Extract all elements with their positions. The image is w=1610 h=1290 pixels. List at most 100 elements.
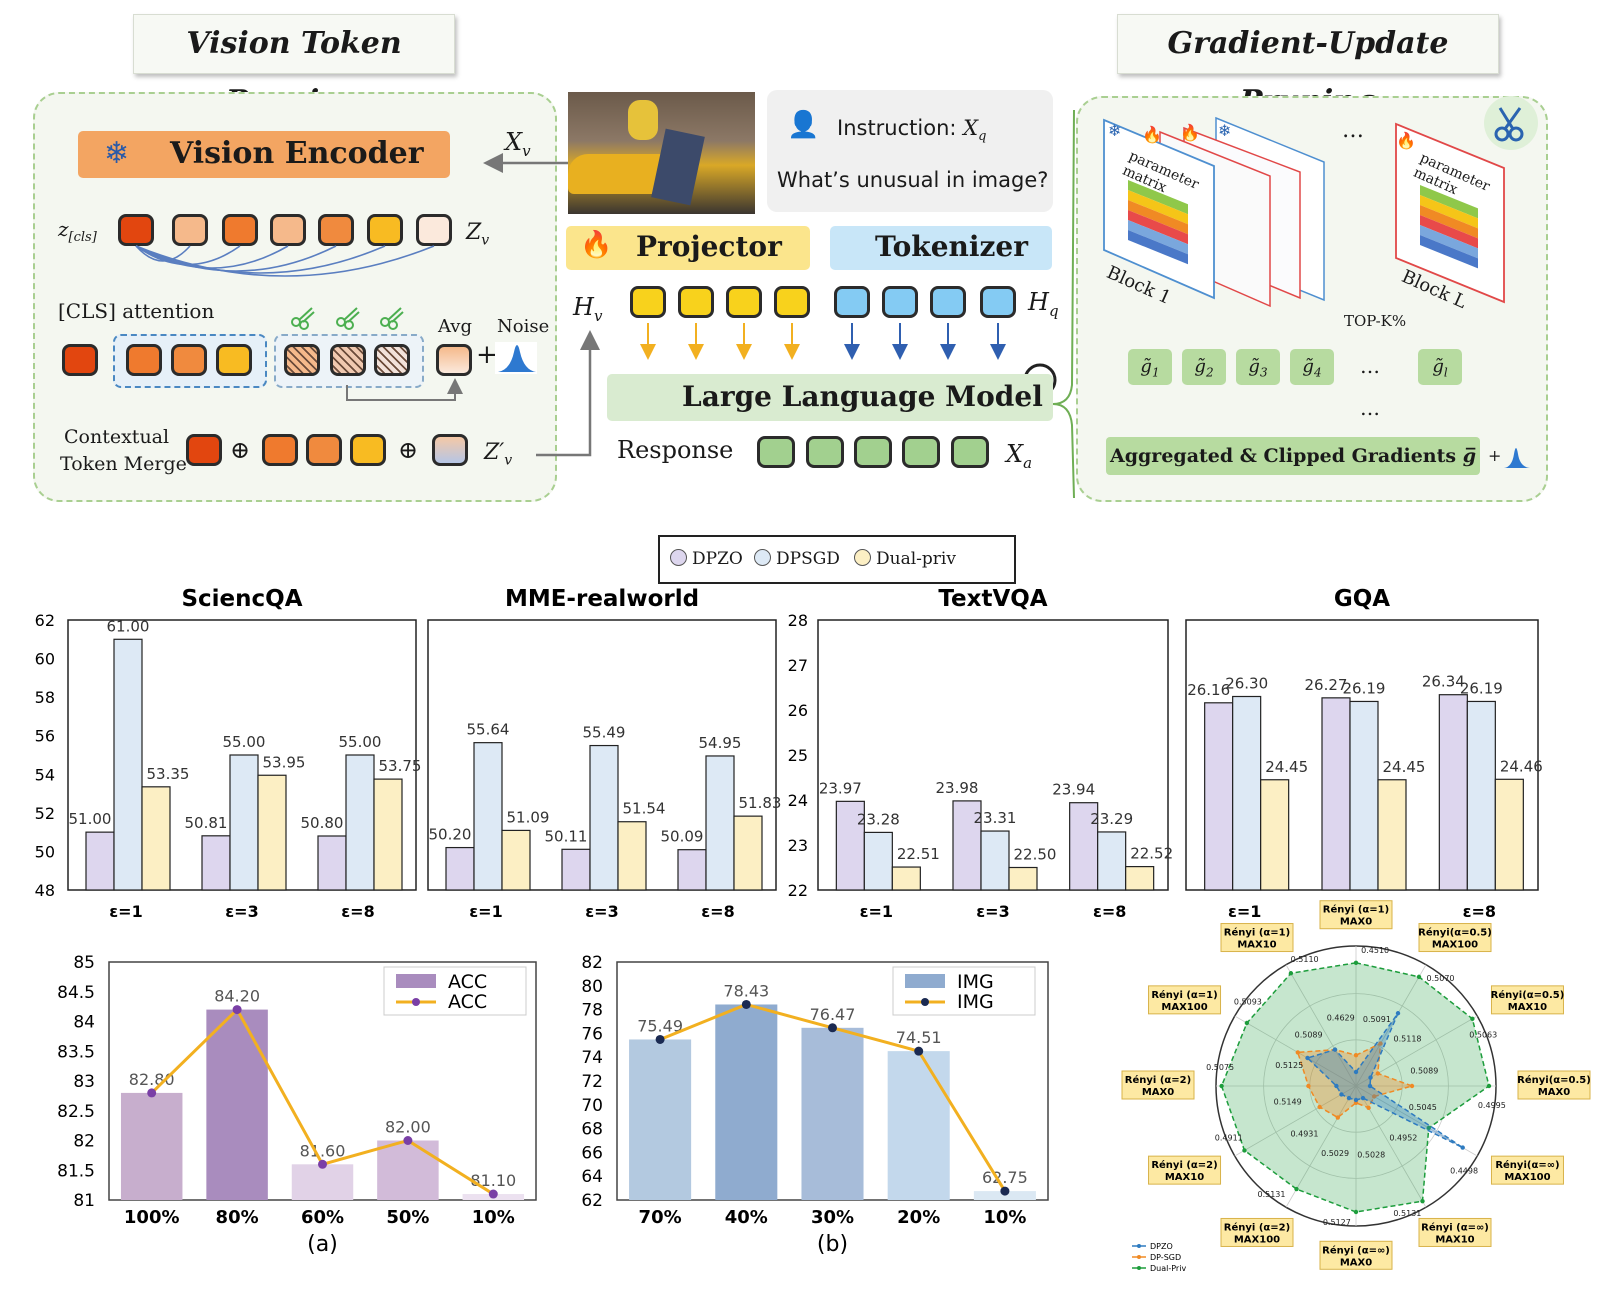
- radar-value-label: 0.5131: [1393, 1209, 1421, 1218]
- projector-box: 🔥 Projector: [566, 226, 810, 270]
- radar-axis-label: Rényi (α=1): [1151, 989, 1217, 1001]
- snowflake-icon: ❄: [104, 136, 130, 171]
- radar-point: [1460, 1145, 1465, 1150]
- radar-value-label: 0.5029: [1321, 1149, 1349, 1158]
- data-label: 26.27: [1305, 676, 1348, 694]
- text-embedding-token: [882, 286, 918, 318]
- line-point: [741, 999, 751, 1009]
- bar: [835, 800, 865, 891]
- radar-point: [1219, 1083, 1224, 1089]
- data-label: 51.09: [507, 808, 550, 826]
- x-tick-label: 70%: [639, 1207, 682, 1228]
- plus-sign: +: [1488, 446, 1502, 465]
- data-label: 23.31: [974, 809, 1017, 827]
- radar-axis-label: MAX100: [1234, 1234, 1280, 1245]
- data-label: 78.43: [723, 981, 769, 1000]
- legend-label: ACC: [448, 991, 487, 1013]
- radar-axis-label: MAX10: [1237, 940, 1276, 951]
- radar-spoke: [1355, 964, 1427, 1087]
- radar-axis-label-box: [1490, 1155, 1564, 1185]
- radar-spoke: [1234, 1085, 1357, 1157]
- radar-point: [1353, 1097, 1359, 1103]
- chart-title: TextVQA: [938, 586, 1047, 612]
- bar: [501, 829, 531, 891]
- radar-value-label: 0.4952: [1389, 1134, 1417, 1143]
- vision-encoder-label: Vision Encoder: [170, 136, 424, 171]
- legend-label: ACC: [448, 971, 487, 993]
- plus-sign: +: [476, 340, 498, 370]
- llm-label: Large Language Model: [682, 380, 1043, 413]
- radar-value-label: 0.5091: [1363, 1015, 1391, 1024]
- legend-item-dpzo: DPZO: [670, 549, 743, 569]
- radar-point: [1353, 960, 1359, 965]
- radar-axis-label: Rényi(α=0.5): [1491, 989, 1565, 1001]
- radar-point: [1353, 1053, 1359, 1058]
- radar-point: [1306, 1083, 1311, 1089]
- radar-value-label: 0.4629: [1327, 1014, 1355, 1023]
- radar-point: [1305, 1055, 1310, 1061]
- radar-legend-marker: [1137, 1255, 1141, 1259]
- vision-token: [172, 214, 208, 246]
- oplus-sign: ⊕: [230, 436, 251, 464]
- subfigure-caption: (b): [817, 1232, 848, 1257]
- radar-axis-label: Rényi (α=∞): [1322, 1244, 1390, 1256]
- data-label: 23.94: [1052, 781, 1095, 799]
- merged-token: [306, 434, 342, 466]
- y-tick-label: 28: [788, 611, 808, 630]
- z-cls-label: z[cls]: [58, 217, 97, 245]
- radar-axis-label: MAX100: [1161, 1002, 1207, 1013]
- y-tick-label: 64: [581, 1167, 603, 1187]
- scissors-icon: [291, 307, 404, 330]
- bar: [952, 800, 982, 891]
- data-label: 74.51: [896, 1028, 942, 1047]
- data-label: 54.95: [699, 734, 742, 752]
- chart-legend: DPZO DPSGD Dual-priv: [658, 535, 1016, 584]
- data-label: 81.10: [470, 1171, 516, 1190]
- radar-spoke: [1234, 1015, 1357, 1087]
- text-embedding-token: [834, 286, 870, 318]
- line-point: [318, 1159, 327, 1169]
- bar: [887, 1051, 950, 1200]
- x-tick-label: ε=8: [341, 902, 374, 921]
- data-label: 51.83: [739, 794, 782, 812]
- radar-point: [1242, 1148, 1247, 1153]
- radar-point: [1360, 1095, 1366, 1101]
- data-label: 23.28: [857, 810, 900, 828]
- y-tick-label: 70: [581, 1096, 603, 1116]
- radar-point: [1335, 1115, 1341, 1120]
- bar: [1204, 702, 1234, 891]
- y-tick-label: 66: [581, 1143, 603, 1163]
- bar: [1349, 700, 1379, 891]
- cls-token: [62, 344, 98, 376]
- radar-point: [1346, 1095, 1352, 1101]
- tokenizer-label: Tokenizer: [875, 230, 1028, 263]
- visual-embedding-token: [678, 286, 714, 318]
- y-tick-label: 84: [73, 1013, 95, 1033]
- legend-item-dpsgd: DPSGD: [754, 549, 840, 569]
- y-tick-label: 50: [35, 842, 55, 861]
- radar-axis-label: Rényi (α=1): [1323, 904, 1389, 916]
- x-tick-label: 60%: [301, 1207, 344, 1228]
- data-label: 22.50: [1014, 846, 1057, 864]
- radar-point: [1420, 1198, 1425, 1204]
- legend-marker: [412, 998, 420, 1006]
- merged-token: [432, 434, 468, 466]
- fire-icon: 🔥: [1142, 125, 1162, 144]
- avg-token: [436, 344, 472, 376]
- radar-value-label: 0.5075: [1206, 1063, 1234, 1072]
- bar: [891, 866, 921, 891]
- radar-axis-label: Rényi (α=∞): [1421, 1221, 1489, 1233]
- radar-spoke: [1285, 964, 1357, 1087]
- y-tick-label: 85: [73, 953, 95, 973]
- x-tick-label: ε=3: [225, 902, 258, 921]
- bar: [206, 1009, 268, 1200]
- x-tick-label: 30%: [811, 1207, 854, 1228]
- x-v-label: Xv: [505, 128, 531, 160]
- line-point: [1000, 1186, 1010, 1196]
- bar: [201, 835, 231, 891]
- data-label: 81.60: [300, 1141, 346, 1160]
- x-tick-label: 80%: [216, 1207, 259, 1228]
- response-token: [806, 436, 844, 468]
- legend-swatch: [396, 974, 436, 988]
- radar-point: [1295, 1050, 1301, 1055]
